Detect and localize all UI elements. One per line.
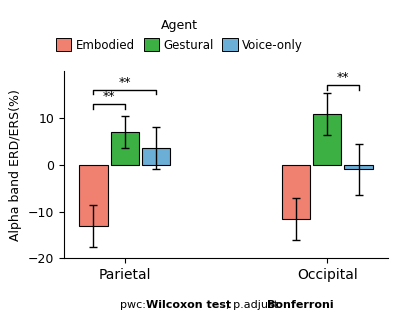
Bar <box>344 165 373 170</box>
Y-axis label: Alpha band ERD/ERS(%): Alpha band ERD/ERS(%) <box>9 89 22 241</box>
Text: **: ** <box>337 71 349 84</box>
Text: **: ** <box>118 76 131 89</box>
Text: pwc:: pwc: <box>120 300 149 310</box>
Bar <box>142 148 170 165</box>
Legend: Embodied, Gestural, Voice-only: Embodied, Gestural, Voice-only <box>54 17 306 54</box>
Bar <box>79 165 108 226</box>
Bar <box>110 132 139 165</box>
Text: **: ** <box>103 90 115 103</box>
Bar <box>313 114 342 165</box>
Text: Wilcoxon test: Wilcoxon test <box>146 300 231 310</box>
Bar <box>282 165 310 219</box>
Text: Bonferroni: Bonferroni <box>267 300 334 310</box>
Text: ; p.adjust:: ; p.adjust: <box>226 300 285 310</box>
